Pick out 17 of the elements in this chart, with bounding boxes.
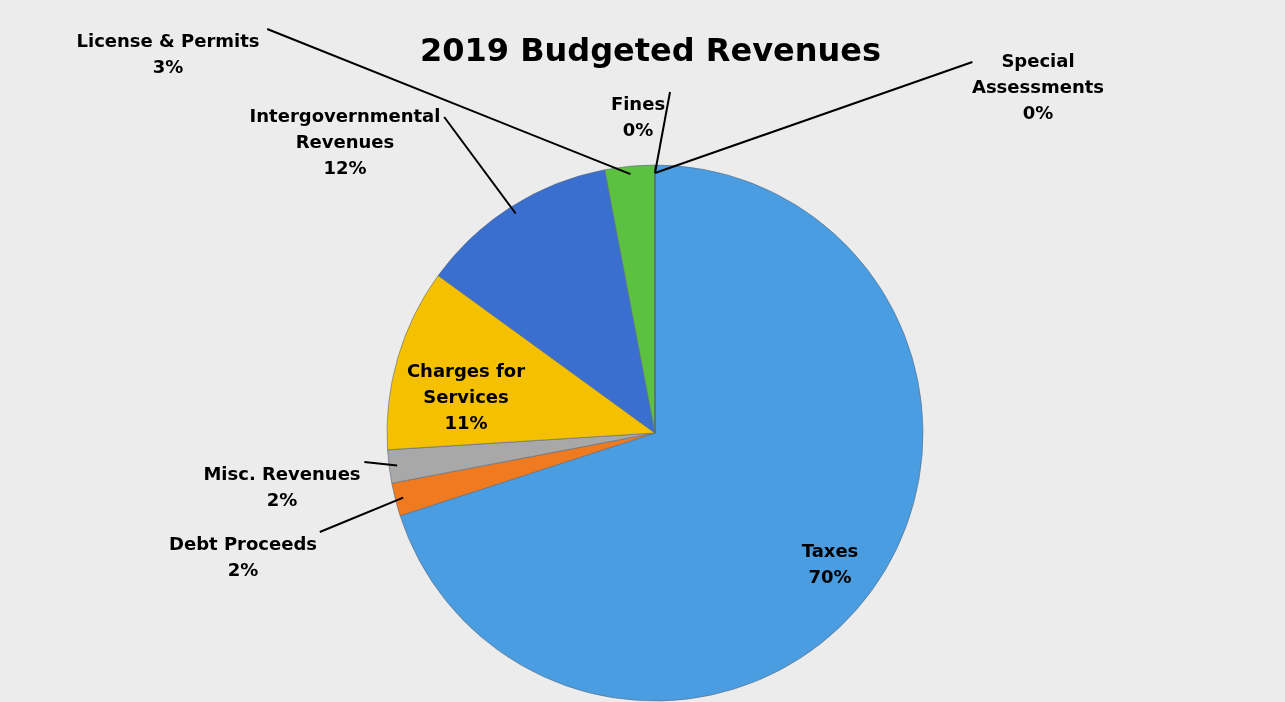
category-label: Special Assessments	[971, 50, 1105, 97]
slice-label: Debt Proceeds	[168, 533, 318, 554]
slice-label: Intergovernmental Revenues	[249, 105, 441, 152]
slice-label: Taxes	[801, 540, 859, 561]
data-label: 3%	[152, 56, 184, 77]
slice-label: License & Permits	[76, 30, 260, 51]
data-label: 12%	[323, 157, 367, 178]
data-label: 70%	[808, 566, 852, 587]
chart-title: 2019 Budgeted Revenues	[419, 31, 882, 69]
data-label: 2%	[266, 489, 298, 510]
data-label: 11%	[444, 412, 488, 433]
slice-label: Charges for Services	[406, 360, 526, 407]
slice-label: Misc. Revenues	[203, 463, 361, 484]
data-label: 2%	[227, 559, 259, 580]
category-label: Fines	[610, 93, 666, 114]
text: 0%	[1022, 102, 1054, 123]
text: 0%	[622, 119, 654, 140]
